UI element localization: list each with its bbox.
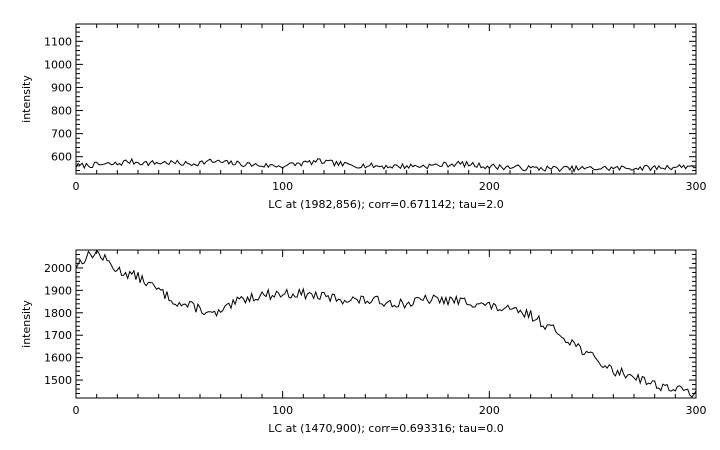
y-tick-label: 800	[51, 105, 72, 118]
x-tick-label: 100	[272, 180, 293, 193]
y-axis-label: intensity	[20, 75, 33, 123]
plot-frame	[75, 23, 697, 175]
y-tick-label: 2000	[44, 262, 72, 275]
x-tick-label: 200	[479, 180, 500, 193]
y-tick-label: 1700	[44, 329, 72, 342]
x-tick-label: 300	[686, 404, 707, 417]
y-tick-label: 1000	[44, 58, 72, 71]
series-line-light-curve	[75, 157, 697, 173]
y-tick-label: 900	[51, 81, 72, 94]
x-axis-label: LC at (1470,900); corr=0.693316; tau=0.0	[268, 422, 503, 435]
x-tick-label: 200	[479, 404, 500, 417]
x-tick-label: 0	[73, 180, 80, 193]
x-tick-label: 300	[686, 180, 707, 193]
y-tick-label: 700	[51, 128, 72, 141]
y-tick-label: 1600	[44, 352, 72, 365]
x-axis-label: LC at (1982,856); corr=0.671142; tau=2.0	[268, 198, 503, 211]
y-tick-label: 1100	[44, 35, 72, 48]
y-tick-label: 1800	[44, 307, 72, 320]
bottom-chart-panel: 0 100 200 300 1500 1600 1700 1800 1900 2000 LC at …	[20, 249, 707, 435]
y-tick-label: 1900	[44, 284, 72, 297]
series-line-light-curve	[75, 249, 697, 398]
y-axis-label: intensity	[20, 300, 33, 348]
y-tick-label: 600	[51, 151, 72, 164]
x-tick-label: 0	[73, 404, 80, 417]
x-tick-label: 100	[272, 404, 293, 417]
top-chart-panel: 0 100 200 300 600 700 800 900 1000 1100 LC at (198…	[20, 23, 707, 211]
y-tick-label: 1500	[44, 374, 72, 387]
plot-frame	[75, 249, 697, 399]
